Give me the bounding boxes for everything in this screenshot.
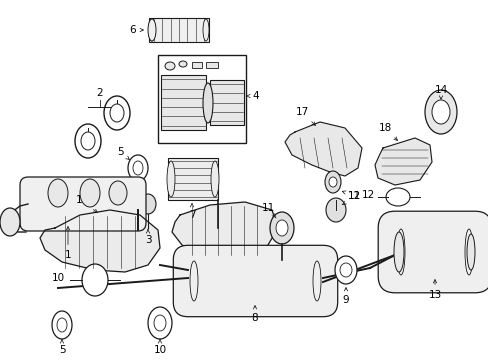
Ellipse shape bbox=[164, 62, 175, 70]
Bar bbox=[149, 18, 208, 42]
FancyBboxPatch shape bbox=[173, 245, 337, 317]
Text: 17: 17 bbox=[295, 107, 315, 125]
Text: 2: 2 bbox=[97, 88, 103, 98]
Ellipse shape bbox=[149, 19, 155, 41]
Ellipse shape bbox=[210, 161, 219, 197]
Ellipse shape bbox=[203, 19, 208, 41]
Polygon shape bbox=[374, 138, 431, 185]
Ellipse shape bbox=[275, 220, 287, 236]
Ellipse shape bbox=[312, 261, 320, 301]
Ellipse shape bbox=[0, 208, 20, 236]
Ellipse shape bbox=[190, 261, 198, 301]
Ellipse shape bbox=[82, 264, 108, 296]
Ellipse shape bbox=[75, 124, 101, 158]
Text: 6: 6 bbox=[129, 25, 143, 35]
Ellipse shape bbox=[466, 234, 474, 270]
Text: 5: 5 bbox=[59, 339, 65, 355]
Ellipse shape bbox=[48, 179, 68, 207]
Bar bbox=[158, 55, 245, 143]
Ellipse shape bbox=[334, 256, 356, 284]
Ellipse shape bbox=[140, 194, 156, 214]
Bar bbox=[209, 80, 244, 125]
Ellipse shape bbox=[269, 212, 293, 244]
Ellipse shape bbox=[339, 263, 351, 277]
Ellipse shape bbox=[203, 83, 213, 123]
Ellipse shape bbox=[128, 155, 148, 181]
Text: 13: 13 bbox=[427, 280, 441, 300]
Bar bbox=[168, 158, 218, 200]
Ellipse shape bbox=[80, 179, 100, 207]
Polygon shape bbox=[172, 202, 278, 258]
Ellipse shape bbox=[154, 315, 165, 331]
Ellipse shape bbox=[325, 171, 340, 193]
Text: 10: 10 bbox=[51, 273, 64, 283]
Text: 16: 16 bbox=[215, 256, 228, 273]
Text: 11: 11 bbox=[342, 191, 361, 204]
Text: 12: 12 bbox=[361, 190, 374, 200]
Ellipse shape bbox=[104, 96, 130, 130]
FancyBboxPatch shape bbox=[20, 177, 146, 231]
Polygon shape bbox=[285, 122, 361, 176]
Text: 5: 5 bbox=[117, 147, 129, 159]
Ellipse shape bbox=[52, 311, 72, 339]
Polygon shape bbox=[40, 210, 160, 272]
Ellipse shape bbox=[167, 161, 175, 197]
Text: 12: 12 bbox=[342, 191, 361, 201]
Text: 9: 9 bbox=[342, 288, 348, 305]
Bar bbox=[192, 62, 202, 68]
Text: 18: 18 bbox=[378, 123, 397, 140]
Text: 8: 8 bbox=[251, 306, 258, 323]
Text: 4: 4 bbox=[246, 91, 258, 101]
Ellipse shape bbox=[133, 161, 142, 175]
Text: 10: 10 bbox=[153, 339, 166, 355]
Bar bbox=[161, 75, 205, 130]
Ellipse shape bbox=[148, 307, 172, 339]
Ellipse shape bbox=[81, 132, 95, 150]
Bar bbox=[205, 62, 218, 68]
Ellipse shape bbox=[385, 188, 409, 206]
Text: 3: 3 bbox=[144, 229, 151, 245]
Ellipse shape bbox=[57, 318, 67, 332]
Ellipse shape bbox=[464, 229, 472, 275]
Ellipse shape bbox=[431, 100, 449, 124]
Ellipse shape bbox=[148, 19, 156, 41]
Ellipse shape bbox=[393, 232, 403, 272]
Ellipse shape bbox=[325, 198, 346, 222]
Text: 14: 14 bbox=[433, 85, 447, 99]
Text: 7: 7 bbox=[188, 204, 195, 220]
FancyBboxPatch shape bbox=[377, 211, 488, 293]
Ellipse shape bbox=[328, 177, 336, 187]
Text: 15: 15 bbox=[75, 195, 97, 213]
Text: 1: 1 bbox=[64, 227, 71, 260]
Ellipse shape bbox=[424, 90, 456, 134]
Text: 11: 11 bbox=[261, 203, 275, 218]
Ellipse shape bbox=[179, 61, 186, 67]
Ellipse shape bbox=[109, 181, 127, 205]
Ellipse shape bbox=[396, 229, 404, 275]
Ellipse shape bbox=[110, 104, 124, 122]
